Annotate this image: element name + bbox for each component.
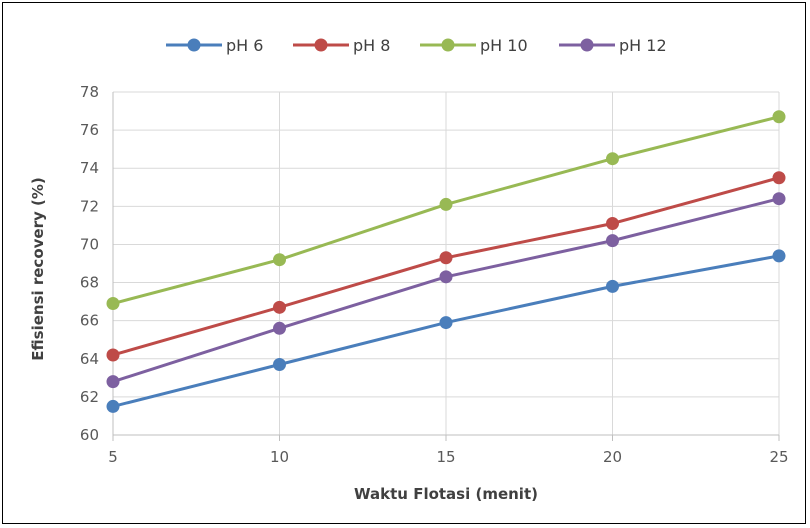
legend-swatch-marker [580, 38, 594, 52]
data-point [772, 192, 786, 206]
data-point [439, 270, 453, 284]
data-point [273, 253, 286, 267]
y-tick-label: 64 [80, 350, 99, 368]
data-point [106, 375, 120, 389]
legend-label: pH 8 [353, 36, 390, 55]
data-point [606, 152, 619, 166]
legend-label: pH 12 [619, 36, 667, 55]
data-point [273, 357, 286, 371]
series-lines [106, 110, 786, 413]
data-point [439, 197, 453, 211]
data-point [606, 216, 619, 230]
x-tick-label: 15 [436, 448, 455, 466]
data-point [273, 321, 286, 335]
data-point [106, 297, 120, 311]
data-point [606, 234, 619, 248]
x-tick-labels: 5 10 15 20 25 [108, 448, 788, 466]
data-point [106, 399, 120, 413]
data-point [106, 348, 120, 362]
y-tick-label: 62 [80, 388, 99, 406]
legend-label: pH 6 [226, 36, 263, 55]
legend-swatch-marker [314, 38, 328, 52]
y-axis-title: Efisiensi recovery (%) [29, 177, 47, 360]
y-tick-label: 60 [80, 426, 99, 444]
y-tick-label: 68 [80, 274, 99, 292]
x-tick-label: 20 [603, 448, 622, 466]
data-point [439, 316, 453, 330]
legend-swatch-marker [441, 38, 455, 52]
x-axis-title: Waktu Flotasi (menit) [354, 485, 538, 503]
data-point [606, 279, 619, 293]
data-point [772, 171, 786, 185]
y-tick-label: 74 [80, 159, 99, 177]
legend: pH 6 pH 8 pH 10 pH 12 [166, 36, 667, 55]
data-point [439, 251, 453, 265]
data-point [772, 110, 786, 124]
x-tick-label: 10 [270, 448, 289, 466]
y-tick-label: 70 [80, 235, 99, 253]
legend-swatch-marker [187, 38, 201, 52]
x-tick-label: 5 [108, 448, 118, 466]
y-tick-label: 78 [80, 83, 99, 101]
y-tick-label: 66 [80, 312, 99, 330]
data-point [772, 249, 786, 263]
data-point [273, 300, 286, 314]
y-tick-label: 76 [80, 121, 99, 139]
y-tick-labels: 60 62 64 66 68 70 72 74 76 78 [80, 83, 99, 444]
y-tick-label: 72 [80, 197, 99, 215]
x-tick-label: 25 [769, 448, 788, 466]
legend-label: pH 10 [480, 36, 528, 55]
